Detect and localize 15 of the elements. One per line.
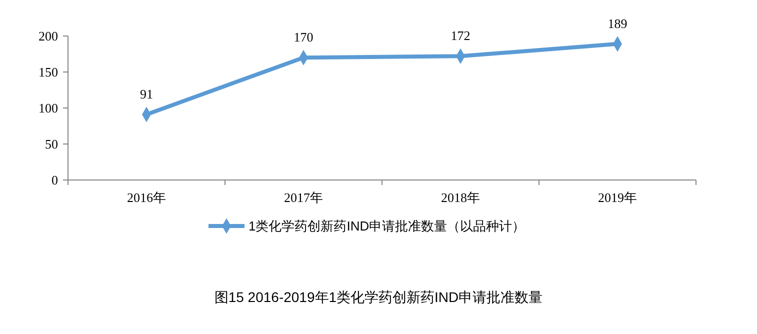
y-tick-label: 0: [52, 172, 58, 188]
x-tick-label: 2017年: [284, 190, 323, 205]
x-tick-label: 2018年: [441, 190, 480, 205]
y-tick-label: 200: [38, 28, 58, 44]
x-tick-label: 2019年: [598, 190, 637, 205]
caption: 图15 2016-2019年1类化学药创新药IND申请批准数量: [214, 289, 543, 305]
y-tick-label: 50: [45, 136, 58, 152]
data-label: 91: [140, 86, 153, 102]
data-label: 189: [608, 16, 628, 31]
data-label: 170: [294, 30, 314, 45]
y-tick-label: 100: [38, 100, 58, 116]
data-label: 172: [450, 28, 470, 44]
y-tick-label: 150: [38, 64, 58, 80]
legend-label: 1类化学药创新药IND申请批准数量（以品种计）: [248, 218, 526, 234]
x-tick-label: 2016年: [127, 190, 166, 205]
